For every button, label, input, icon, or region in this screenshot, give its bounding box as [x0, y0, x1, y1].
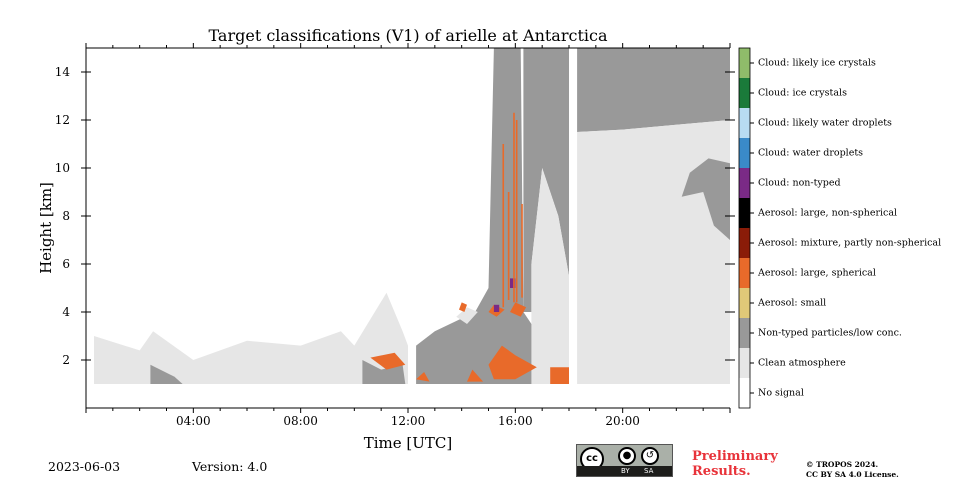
license-notice: © TROPOS 2024. CC BY SA 4.0 License.: [806, 460, 899, 480]
legend-swatch-11: [739, 378, 750, 408]
y-axis-label: Height [km]: [37, 182, 55, 274]
legend-label-4: Cloud: non-typed: [758, 177, 841, 189]
legend-swatch-0: [739, 48, 750, 78]
preliminary-notice: Preliminary Results.: [692, 449, 778, 479]
region-11: [488, 345, 537, 380]
x-tick-label-2: 12:00: [390, 414, 426, 428]
legend-label-8: Aerosol: small: [758, 297, 827, 309]
x-tick-label-3: 16:00: [498, 414, 533, 428]
y-tick-label-1: 4: [62, 305, 70, 319]
legend-label-0: Cloud: likely ice crystals: [758, 57, 876, 69]
legend-frame: [738, 47, 751, 409]
share-alike-icon: ↺: [641, 447, 659, 465]
legend-swatch-7: [739, 258, 750, 288]
region-3: [416, 48, 569, 384]
footer-date: 2023-06-03: [48, 459, 121, 474]
legend-swatch-1: [739, 78, 750, 108]
legend-label-11: No signal: [758, 387, 804, 399]
license-line-1: © TROPOS 2024.: [806, 460, 879, 469]
legend-swatch-6: [739, 228, 750, 258]
legend-swatch-10: [739, 348, 750, 378]
cc-badge-bar: BY SA: [577, 466, 672, 476]
y-tick-label-2: 6: [62, 257, 70, 271]
region-12: [467, 369, 484, 382]
no-signal-gap-0: [409, 48, 414, 384]
region-16: [510, 302, 527, 317]
footer-version: Version: 4.0: [192, 459, 268, 474]
region-14: [550, 367, 569, 384]
region-4: [456, 307, 478, 324]
y-tick-label-3: 8: [62, 209, 70, 223]
legend-label-5: Aerosol: large, non-spherical: [758, 207, 898, 219]
region-0: [94, 292, 408, 384]
legend-swatch-4: [739, 168, 750, 198]
legend-label-2: Cloud: likely water droplets: [758, 117, 892, 129]
legend-swatch-9: [739, 318, 750, 348]
legend-label-7: Aerosol: large, spherical: [758, 267, 876, 279]
x-tick-label-1: 08:00: [283, 414, 318, 428]
y-tick-label-5: 12: [54, 113, 70, 127]
y-tick-label-6: 14: [54, 65, 70, 79]
legend-label-6: Aerosol: mixture, partly non-spherical: [758, 237, 942, 249]
region-7: [577, 48, 730, 132]
legend-label-1: Cloud: ice crystals: [758, 87, 847, 99]
region-18: [493, 304, 500, 312]
legend-colorbar: [738, 47, 754, 409]
x-tick-label-4: 20:00: [605, 414, 640, 428]
region-5: [523, 48, 569, 312]
x-tick-label-0: 04:00: [176, 414, 211, 428]
legend-swatch-5: [739, 198, 750, 228]
cc-by-text: BY: [621, 467, 630, 475]
region-1: [150, 364, 183, 384]
y-tick-label-0: 2: [62, 353, 70, 367]
cc-sa-text: SA: [644, 467, 654, 475]
plot-axes: [81, 43, 735, 413]
chart-title: Target classifications (V1) of arielle a…: [208, 26, 608, 45]
plot-area: [86, 48, 730, 408]
license-line-2: CC BY SA 4.0 License.: [806, 470, 899, 479]
region-2: [362, 360, 406, 384]
region-6: [531, 168, 569, 384]
region-13: [416, 372, 430, 382]
cc-license-badge: cc ● ↺ BY SA: [576, 444, 673, 477]
region-17: [459, 302, 467, 312]
x-axis-label: Time [UTC]: [363, 434, 453, 452]
y-tick-label-4: 10: [54, 161, 70, 175]
legend-swatch-8: [739, 288, 750, 318]
legend-swatch-2: [739, 108, 750, 138]
by-person-icon: ●: [618, 447, 636, 465]
no-signal-gap-1: [570, 48, 576, 384]
preliminary-line-2: Results.: [692, 464, 751, 479]
legend-label-9: Non-typed particles/low conc.: [758, 327, 902, 339]
preliminary-line-1: Preliminary: [692, 449, 778, 464]
region-10: [370, 352, 406, 370]
region-9: [681, 158, 730, 240]
legend-label-10: Clean atmosphere: [758, 357, 846, 369]
legend-swatch-3: [739, 138, 750, 168]
legend-label-3: Cloud: water droplets: [758, 147, 864, 159]
